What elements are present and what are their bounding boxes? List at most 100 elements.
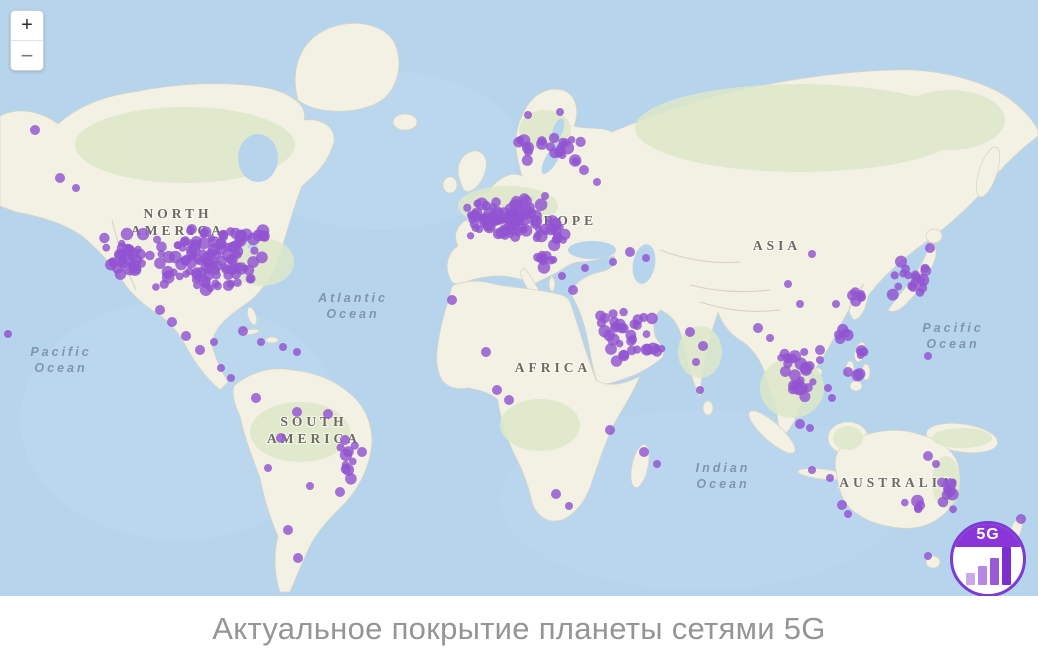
coverage-dot <box>226 227 236 236</box>
coverage-dot <box>890 271 899 280</box>
coverage-dot <box>195 345 205 355</box>
coverage-dot <box>293 348 301 356</box>
coverage-dot <box>937 477 947 488</box>
coverage-dot <box>4 330 12 338</box>
coverage-dot <box>246 275 255 284</box>
coverage-dot <box>108 257 117 266</box>
coverage-dot <box>200 226 212 238</box>
5g-badge-banner: 5G <box>953 524 1023 547</box>
coverage-dot <box>607 333 620 346</box>
coverage-dot <box>226 279 235 288</box>
coverage-dot <box>169 250 182 264</box>
coverage-dots-layer <box>4 108 1026 563</box>
coverage-dot <box>575 136 586 147</box>
ocean-label-indian-ocean: Indian Ocean <box>696 461 751 491</box>
landmass-philippines <box>849 380 863 392</box>
coverage-dot <box>350 441 359 450</box>
coverage-dot <box>523 202 535 214</box>
coverage-dot <box>323 409 333 419</box>
coverage-dot <box>937 496 949 508</box>
coverage-dot <box>226 264 238 275</box>
coverage-dot <box>546 142 556 152</box>
coverage-dot <box>250 246 259 255</box>
ocean-label-pacific-ocean-west: Pacific Ocean <box>30 345 91 375</box>
coverage-dot <box>336 443 345 452</box>
coverage-dot <box>156 241 167 253</box>
coverage-dot <box>766 334 774 342</box>
coverage-dot <box>696 386 704 394</box>
coverage-dot <box>102 243 111 252</box>
coverage-dot <box>504 395 514 405</box>
coverage-dot <box>923 451 933 461</box>
landmass-greece <box>548 275 556 293</box>
world-map-canvas[interactable]: NORTHAMERICASOUTHAMERICAEUROPEAFRICAASIA… <box>0 0 1038 596</box>
coverage-dot <box>243 265 255 276</box>
coverage-dot <box>340 435 350 445</box>
coverage-dot <box>581 264 589 272</box>
zoom-out-button[interactable]: − <box>11 40 43 70</box>
coverage-dot <box>692 358 700 366</box>
coverage-dot <box>153 235 162 244</box>
coverage-dot <box>227 374 235 382</box>
coverage-dot <box>924 552 932 560</box>
coverage-dot <box>915 500 926 511</box>
coverage-dot <box>472 210 480 218</box>
landmass-sri-lanka <box>702 400 714 416</box>
coverage-dot <box>843 367 853 377</box>
coverage-dot <box>608 309 618 319</box>
coverage-dot <box>826 474 834 482</box>
coverage-dot <box>646 312 658 325</box>
coverage-dot <box>548 132 560 144</box>
coverage-dot <box>341 460 350 469</box>
coverage-dot <box>335 487 345 497</box>
coverage-dot <box>136 227 150 241</box>
coverage-dot <box>653 460 661 468</box>
zoom-in-button[interactable]: + <box>11 11 43 40</box>
coverage-dot <box>210 338 218 346</box>
signal-bar <box>977 566 987 585</box>
coverage-dot <box>924 352 932 360</box>
signal-bars-icon <box>953 547 1023 585</box>
coverage-dot <box>447 295 457 305</box>
coverage-dot <box>832 300 840 308</box>
coverage-dot <box>216 255 227 266</box>
coverage-dot <box>120 227 134 241</box>
coverage-dot <box>605 425 615 435</box>
coverage-dot <box>345 473 357 485</box>
ocean-label-atlantic-ocean: Atlantic Ocean <box>317 291 388 321</box>
ocean-shading <box>20 300 340 540</box>
coverage-dot <box>167 317 177 327</box>
coverage-dot <box>251 393 261 403</box>
coverage-dot <box>55 173 65 183</box>
coverage-dot <box>904 271 913 280</box>
coverage-dot <box>901 498 909 507</box>
coverage-dot <box>483 220 496 234</box>
5g-badge: 5G <box>950 521 1026 597</box>
coverage-dot <box>541 192 549 200</box>
coverage-dot <box>609 258 617 266</box>
landmass-sumatra <box>748 410 796 454</box>
coverage-dot <box>558 137 568 147</box>
coverage-dot <box>642 330 651 338</box>
coverage-dot <box>491 197 501 207</box>
coverage-dot <box>949 505 957 514</box>
coverage-dot <box>145 250 155 261</box>
coverage-dot <box>233 278 242 287</box>
coverage-dot <box>841 328 851 338</box>
coverage-dot <box>213 281 222 291</box>
coverage-dot <box>238 326 248 336</box>
coverage-dot <box>808 466 816 474</box>
coverage-dot <box>256 251 268 264</box>
coverage-dot <box>618 350 630 362</box>
coverage-dot <box>625 247 635 257</box>
coverage-dot <box>856 292 865 302</box>
coverage-dot <box>118 239 126 247</box>
coverage-dot <box>516 136 524 144</box>
coverage-dot <box>218 230 227 238</box>
coverage-dot <box>198 249 208 259</box>
signal-bar <box>1001 547 1011 585</box>
coverage-dot <box>204 264 215 275</box>
map-caption: Актуальное покрытие планеты сетями 5G <box>0 596 1038 662</box>
coverage-dot <box>554 145 566 157</box>
